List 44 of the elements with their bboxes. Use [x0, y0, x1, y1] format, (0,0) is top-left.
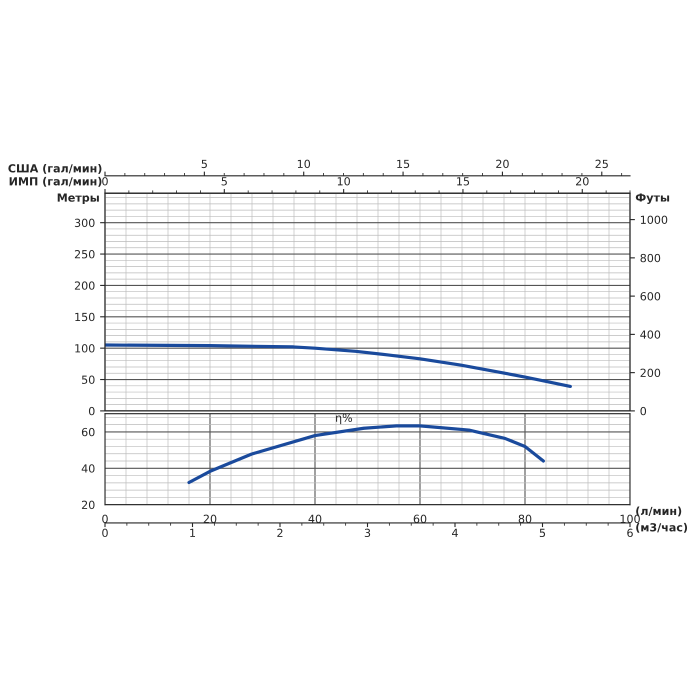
x-tick-label: 15 — [457, 177, 470, 186]
x2-tick-label: 15 — [397, 160, 410, 168]
y-tick-label: 200 — [74, 281, 95, 290]
y2-tick-label: 400 — [640, 330, 660, 339]
y-tick-label: 50 — [82, 376, 95, 384]
x2-tick-label: 20 — [496, 160, 509, 168]
y-tick-label: 20 — [82, 500, 95, 510]
x-axis-title: (л/мин) — [636, 506, 682, 516]
y2-tick-label: 800 — [640, 254, 660, 262]
x2-tick-label: 2 — [277, 528, 282, 537]
x2-tick-label: 0 — [102, 528, 108, 538]
y-axis-title: Метры — [58, 194, 99, 204]
x2-tick-label: 5 — [540, 528, 546, 538]
y-tick-label: 0 — [88, 406, 95, 416]
x2-tick-label: 5 — [202, 160, 207, 168]
series-label: η% — [336, 414, 352, 424]
y-tick-label: 300 — [74, 218, 95, 228]
x2-axis-title: (м3/час) — [636, 522, 688, 533]
y2-tick-label: 200 — [640, 368, 660, 378]
x-axis-title: ИМП (гал/мин) — [10, 176, 102, 187]
line-series — [105, 343, 572, 388]
y2-tick-label: 1000 — [640, 216, 668, 224]
y-tick-label: 250 — [74, 250, 95, 258]
x-tick-label: 0 — [102, 177, 108, 186]
x2-tick-label: 6 — [627, 528, 633, 538]
y-tick-label: 40 — [82, 464, 95, 473]
y2-tick-label: 600 — [640, 292, 660, 300]
x-tick-label: 5 — [222, 177, 227, 186]
y2-axis-title: Футы — [636, 193, 670, 204]
x2-tick-label: 1 — [190, 528, 196, 537]
y-tick-label: 150 — [75, 312, 95, 322]
x2-tick-label: 4 — [452, 528, 458, 537]
x2-axis-title: США (гал/мин) — [8, 164, 102, 174]
x-tick-label: 40 — [308, 514, 322, 524]
x2-tick-label: 3 — [364, 528, 370, 538]
x-tick-label: 0 — [102, 514, 108, 524]
x-tick-label: 10 — [338, 177, 350, 186]
y2-tick-label: 0 — [640, 406, 646, 416]
x-tick-label: 20 — [576, 177, 589, 186]
line-series — [187, 424, 545, 484]
x2-tick-label: 10 — [298, 160, 310, 168]
y-tick-label: 60 — [82, 428, 95, 436]
x2-tick-label: 25 — [596, 160, 608, 168]
y-tick-label: 100 — [75, 344, 95, 353]
